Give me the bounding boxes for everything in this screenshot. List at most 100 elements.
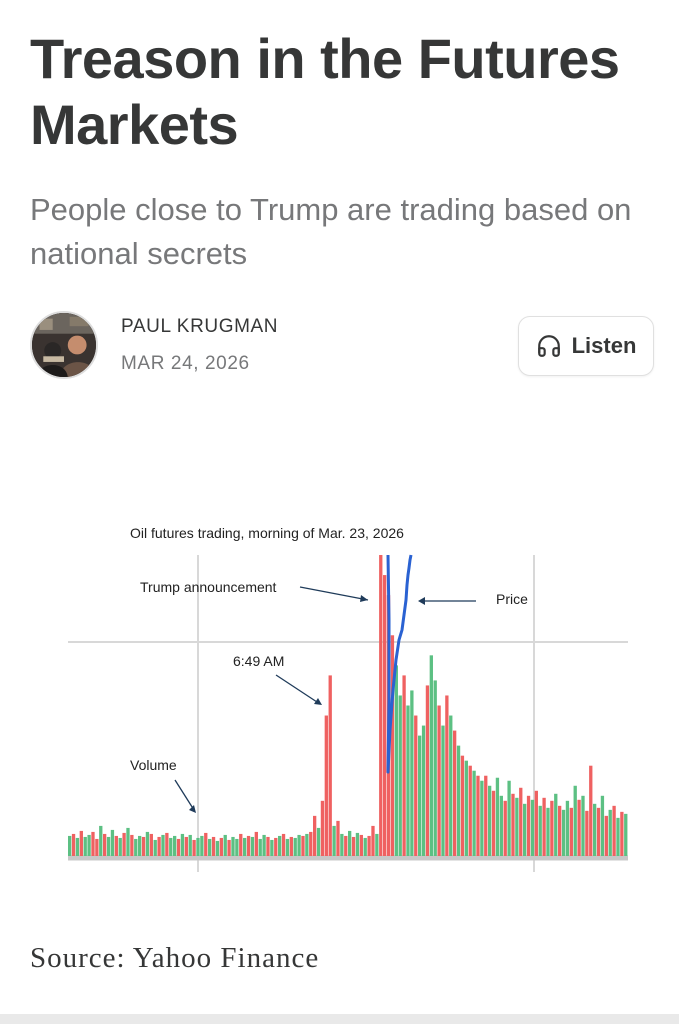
volume-bar xyxy=(274,837,278,856)
volume-bar xyxy=(344,835,348,856)
volume-bar xyxy=(433,680,437,856)
volume-bar xyxy=(491,790,496,856)
volume-bar xyxy=(421,725,426,856)
volume-bar xyxy=(219,837,223,856)
volume-bar xyxy=(235,838,239,856)
volume-bar xyxy=(573,785,577,856)
volume-bar xyxy=(130,834,134,856)
volume-bar xyxy=(200,835,204,856)
volume-bar xyxy=(106,836,111,856)
volume-bar xyxy=(243,837,247,856)
volume-bar xyxy=(596,807,601,856)
volume-bar xyxy=(437,705,441,856)
chart-title: Oil futures trading, morning of Mar. 23,… xyxy=(130,525,404,541)
volume-bar xyxy=(188,834,192,856)
volume-bar xyxy=(410,690,414,856)
volume-bar xyxy=(507,780,511,856)
volume-bar xyxy=(138,835,142,856)
volume-bar xyxy=(348,830,352,856)
volume-bar xyxy=(281,833,286,856)
volume-bar xyxy=(398,695,402,856)
volume-bar xyxy=(425,685,430,856)
volume-bar xyxy=(328,675,332,856)
oil-futures-chart: Trump announcement 6:49 AM Volume Price Oil… xyxy=(0,500,679,900)
volume-bar xyxy=(460,755,465,856)
volume-bar xyxy=(141,836,146,856)
volume-bar xyxy=(145,831,150,856)
volume-bar xyxy=(624,813,628,856)
author-name[interactable]: PAUL KRUGMAN xyxy=(121,316,279,337)
volume-bar xyxy=(519,787,523,856)
volume-bar xyxy=(371,825,375,856)
arrow-volume xyxy=(174,779,195,811)
volume-bar xyxy=(581,795,585,856)
volume-bar xyxy=(126,827,130,856)
volume-bar xyxy=(589,765,593,856)
annotation-649: 6:49 AM xyxy=(233,653,284,669)
volume-bar xyxy=(390,635,395,856)
price-line xyxy=(386,554,413,774)
headphones-icon xyxy=(537,335,560,357)
volume-bar xyxy=(173,835,177,856)
chart-annotations: Trump announcement 6:49 AM Volume Price xyxy=(130,579,528,813)
volume-bar xyxy=(68,835,72,856)
volume-bar xyxy=(99,825,103,856)
volume-bar xyxy=(351,836,356,856)
volume-bar xyxy=(456,745,461,856)
volume-bar xyxy=(211,836,216,856)
volume-bar xyxy=(258,838,262,856)
volume-bar xyxy=(561,809,566,856)
volume-bar xyxy=(169,837,173,856)
volume-bar xyxy=(414,715,418,856)
chart-grid xyxy=(68,555,628,872)
volume-bar xyxy=(262,834,266,856)
volume-bar xyxy=(472,770,476,856)
listen-button[interactable]: Listen xyxy=(518,316,654,376)
volume-bar xyxy=(480,780,484,856)
volume-bar xyxy=(227,839,231,856)
avatar-photo xyxy=(32,313,96,377)
arrowhead-price xyxy=(418,597,425,605)
volume-bar xyxy=(320,800,325,856)
volume-bar xyxy=(79,830,83,856)
volume-bar xyxy=(305,833,309,856)
volume-bar xyxy=(569,807,573,856)
volume-bar xyxy=(476,775,480,856)
author-avatar[interactable] xyxy=(30,311,98,379)
volume-bar xyxy=(515,797,519,856)
volume-bar xyxy=(161,834,165,856)
volume-bar xyxy=(215,840,220,856)
volume-bar xyxy=(542,797,546,856)
volume-bar xyxy=(149,833,153,856)
volume-bar xyxy=(250,836,255,856)
volume-bar xyxy=(180,833,185,856)
volume-bar xyxy=(577,799,581,856)
volume-bar xyxy=(157,836,161,856)
arrowhead-volume xyxy=(189,805,196,813)
volume-bar xyxy=(231,836,235,856)
chart-svg: Trump announcement 6:49 AM Volume Price Oil… xyxy=(68,525,628,872)
volume-bar xyxy=(95,838,99,856)
volume-bar xyxy=(266,836,270,856)
listen-label: Listen xyxy=(571,333,637,358)
article-title: Treason in the Futures Markets xyxy=(30,27,620,156)
volume-bar xyxy=(165,832,169,856)
volume-bar xyxy=(612,805,616,856)
volume-bar xyxy=(495,777,500,856)
arrow-trump xyxy=(299,586,369,601)
volume-bar xyxy=(246,835,251,856)
volume-bar xyxy=(239,833,243,856)
volume-bar xyxy=(254,831,258,856)
volume-bar xyxy=(484,775,488,856)
volume-bar xyxy=(585,810,589,856)
volume-bar xyxy=(71,833,76,856)
volume-bar xyxy=(176,838,181,856)
volume-bar xyxy=(293,837,297,856)
chart-source: Source: Yahoo Finance xyxy=(30,942,320,974)
volume-bar xyxy=(445,695,449,856)
volume-bar xyxy=(301,835,305,856)
volume-bar xyxy=(340,833,344,856)
arrowhead-649 xyxy=(314,698,322,705)
volume-bar xyxy=(285,838,290,856)
volume-bar xyxy=(332,825,336,856)
